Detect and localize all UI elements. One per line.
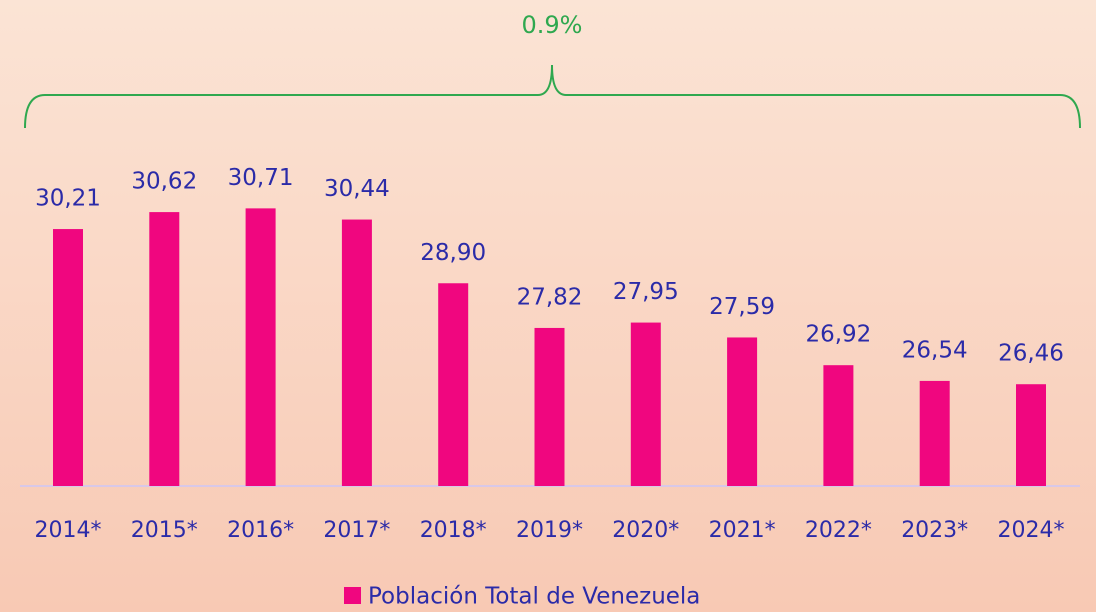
value-label: 30,21 xyxy=(35,186,101,212)
x-tick-label: 2019* xyxy=(516,518,583,543)
x-tick-label: 2020* xyxy=(612,518,679,543)
value-label: 27,82 xyxy=(517,284,583,310)
bracket xyxy=(24,64,1081,129)
x-tick-label: 2014* xyxy=(35,518,102,543)
x-tick-label: 2017* xyxy=(323,518,390,543)
bar xyxy=(245,208,276,486)
value-label: 30,62 xyxy=(131,169,197,195)
bar xyxy=(919,380,950,486)
bar xyxy=(53,229,83,486)
bar xyxy=(727,337,758,486)
value-label: 26,46 xyxy=(998,341,1064,367)
bar xyxy=(534,327,565,486)
annotation: 0.9% xyxy=(522,11,583,39)
bar xyxy=(438,283,469,486)
x-tick-label: 2016* xyxy=(227,518,294,543)
value-label: 28,90 xyxy=(420,240,486,266)
value-label: 30,44 xyxy=(324,176,390,202)
bar xyxy=(630,322,661,486)
x-tick-label: 2023* xyxy=(901,518,968,543)
bar xyxy=(341,219,372,487)
x-tick-label: 2022* xyxy=(805,518,872,543)
x-tick-label: 2021* xyxy=(709,518,776,543)
legend-swatch xyxy=(344,587,361,604)
value-label: 30,71 xyxy=(228,165,294,191)
value-label: 27,59 xyxy=(709,294,775,320)
x-tick-label: 2024* xyxy=(998,518,1065,543)
legend-label: Población Total de Venezuela xyxy=(368,584,700,610)
x-tick-label: 2015* xyxy=(131,518,198,543)
value-label: 26,54 xyxy=(902,337,968,363)
x-tick-label: 2018* xyxy=(420,518,487,543)
bar xyxy=(149,212,180,486)
bar xyxy=(1016,384,1046,486)
bar xyxy=(823,365,854,486)
value-label: 26,92 xyxy=(805,322,871,348)
value-label: 27,95 xyxy=(613,279,679,305)
legend: Población Total de Venezuela xyxy=(344,584,700,610)
